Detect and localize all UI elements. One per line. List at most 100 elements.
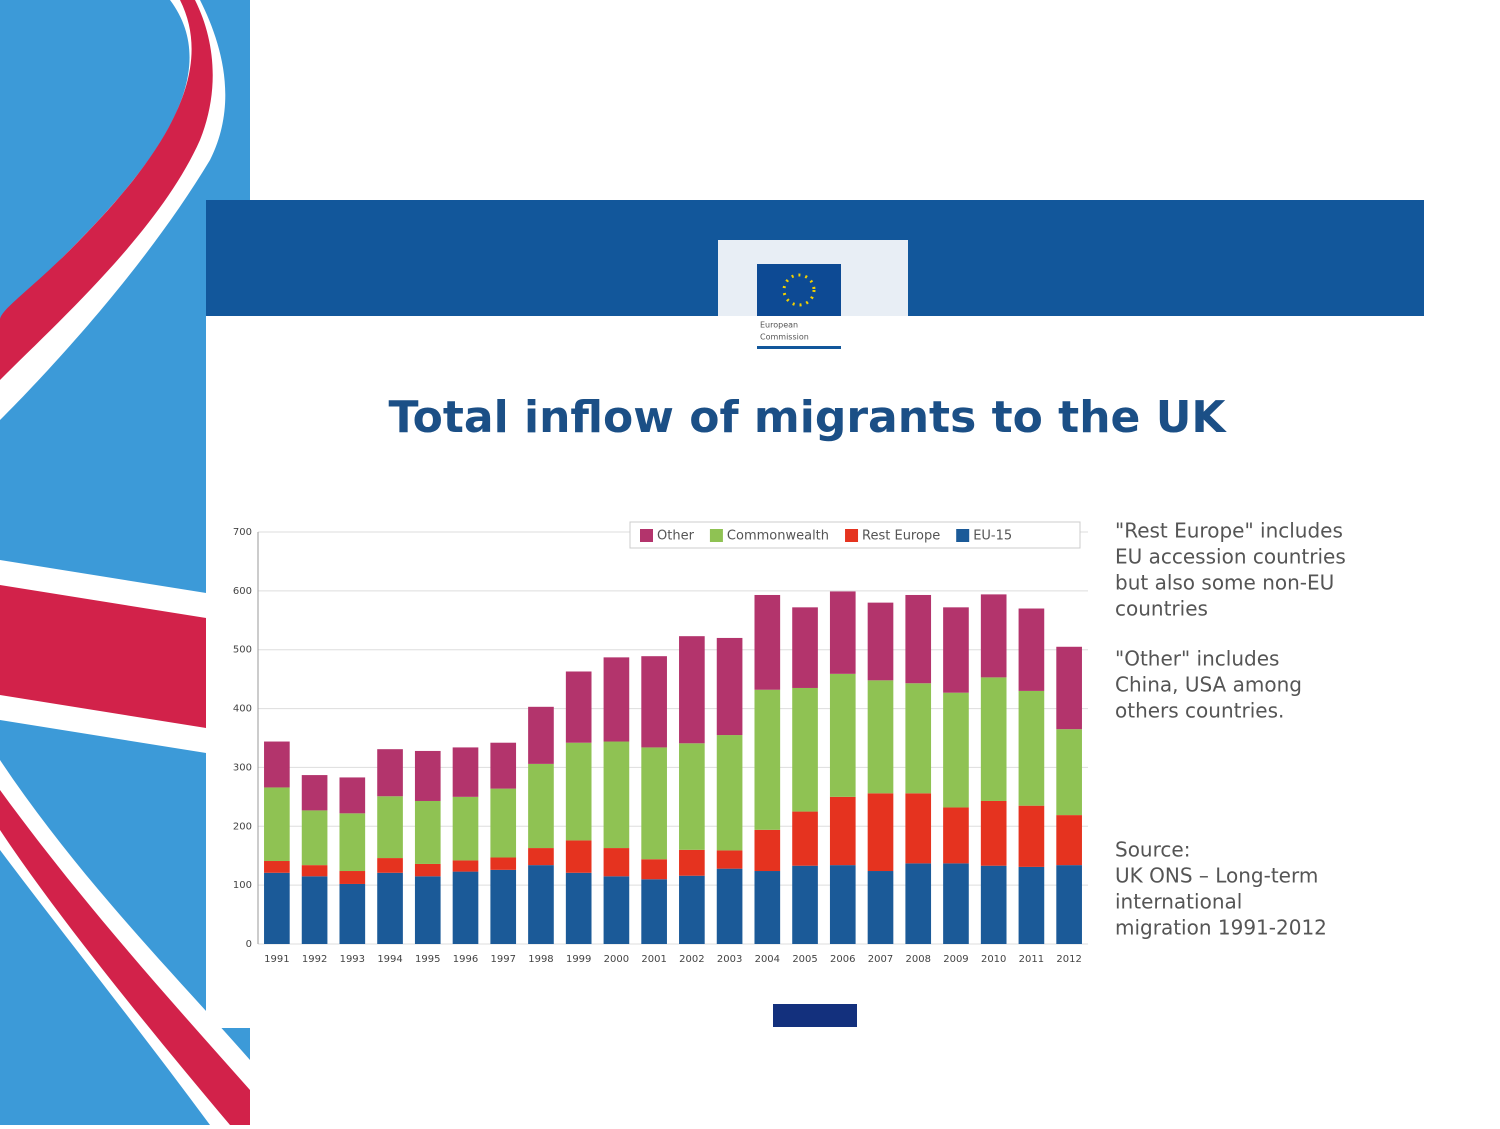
legend-swatch bbox=[640, 529, 653, 542]
bar-segment bbox=[792, 811, 818, 866]
bar-segment bbox=[1018, 608, 1045, 691]
legend-label: Rest Europe bbox=[862, 529, 940, 544]
bar-segment bbox=[565, 872, 592, 944]
bar-segment bbox=[301, 810, 328, 866]
x-tick-label: 1992 bbox=[302, 954, 327, 965]
x-tick-label: 2011 bbox=[1019, 954, 1044, 965]
y-tick-label: 0 bbox=[246, 939, 252, 950]
bar-segment bbox=[792, 607, 818, 688]
bar-segment bbox=[301, 865, 328, 877]
y-tick-label: 500 bbox=[233, 645, 252, 656]
bar-segment bbox=[414, 750, 441, 801]
bar-segment bbox=[754, 689, 781, 830]
bar-segment bbox=[641, 656, 667, 748]
note-line: countries bbox=[1115, 597, 1208, 621]
y-tick-label: 200 bbox=[233, 821, 252, 832]
bar-segment bbox=[414, 863, 441, 877]
bar-segment bbox=[414, 800, 441, 864]
bar-segment bbox=[867, 793, 894, 872]
bar-segment bbox=[792, 687, 818, 812]
bar-segment bbox=[377, 872, 403, 944]
bar-segment bbox=[339, 813, 366, 872]
bar-segment bbox=[829, 865, 856, 944]
x-tick-label: 1995 bbox=[415, 954, 440, 965]
bar-segment bbox=[943, 863, 969, 944]
bar-segment bbox=[716, 868, 743, 944]
bar-segment bbox=[980, 800, 1007, 866]
bar-segment bbox=[641, 859, 667, 880]
bar-segment bbox=[980, 677, 1007, 801]
x-tick-label: 1996 bbox=[453, 954, 478, 965]
bar-segment bbox=[641, 879, 667, 944]
bar-segment bbox=[679, 743, 705, 850]
bar-segment bbox=[867, 602, 894, 681]
bar-segment bbox=[565, 840, 592, 873]
bar-segment bbox=[754, 871, 781, 944]
legend-label: Other bbox=[657, 529, 695, 544]
bar-segment bbox=[528, 706, 554, 764]
note-line: international bbox=[1115, 890, 1242, 914]
x-tick-label: 2000 bbox=[604, 954, 629, 965]
bar-segment bbox=[301, 775, 328, 811]
bar-segment bbox=[490, 742, 517, 789]
bar-segment bbox=[943, 692, 969, 808]
chart: 0 100 200 300 400 500 600 700 1991 1992 1993 1994 19… bbox=[233, 521, 1088, 965]
note-line: "Rest Europe" includes bbox=[1115, 519, 1343, 543]
bar-segment bbox=[716, 637, 743, 736]
bar-segment bbox=[1056, 646, 1082, 730]
bar-segment bbox=[943, 607, 969, 693]
bar-segment bbox=[829, 591, 856, 674]
bar-segment bbox=[452, 871, 479, 944]
bar-segment bbox=[905, 594, 932, 684]
note-line: UK ONS – Long-term bbox=[1115, 864, 1318, 888]
bar-segment bbox=[339, 871, 366, 884]
y-tick-label: 700 bbox=[233, 527, 252, 538]
bar-segment bbox=[716, 850, 743, 869]
bar-segment bbox=[528, 763, 554, 849]
x-tick-label: 2012 bbox=[1056, 954, 1081, 965]
y-tick-label: 300 bbox=[233, 762, 252, 773]
bar-segment bbox=[867, 871, 894, 944]
bar-segment bbox=[679, 875, 705, 944]
x-tick-label: 2008 bbox=[906, 954, 931, 965]
bar-segment bbox=[377, 796, 403, 859]
legend-swatch bbox=[845, 529, 859, 542]
bar-segment bbox=[490, 869, 517, 944]
bar-segment bbox=[264, 872, 290, 944]
note-line: others countries. bbox=[1115, 699, 1284, 723]
bar-segment bbox=[1056, 815, 1082, 866]
bar-segment bbox=[339, 777, 366, 814]
x-tick-label: 1994 bbox=[377, 954, 402, 965]
x-tick-label: 2003 bbox=[717, 954, 742, 965]
bar-segment bbox=[1056, 865, 1082, 944]
bar-segment bbox=[905, 863, 932, 944]
legend-swatch bbox=[709, 529, 723, 542]
bar-segment bbox=[679, 849, 705, 876]
bar-segment bbox=[905, 793, 932, 864]
bar-segment bbox=[452, 860, 479, 872]
x-tick-label: 1997 bbox=[491, 954, 516, 965]
bar-segment bbox=[603, 876, 630, 944]
bar-segment bbox=[943, 807, 969, 864]
bar-segment bbox=[339, 883, 366, 944]
footer-mark bbox=[773, 1004, 857, 1027]
bar-segment bbox=[1018, 805, 1045, 867]
note-line: China, USA among bbox=[1115, 673, 1302, 697]
y-tick-label: 600 bbox=[233, 586, 252, 597]
x-tick-label: 1998 bbox=[528, 954, 553, 965]
bar-segment bbox=[829, 673, 856, 797]
logo bbox=[718, 240, 908, 349]
bar-segment bbox=[603, 657, 630, 742]
x-tick-label: 2004 bbox=[755, 954, 780, 965]
bar-segment bbox=[452, 796, 479, 861]
bar-segment bbox=[377, 858, 403, 873]
bar-segment bbox=[264, 861, 290, 873]
x-tick-label: 1991 bbox=[264, 954, 289, 965]
bar-segment bbox=[867, 680, 894, 794]
bar-segment bbox=[1018, 866, 1045, 944]
bar-segment bbox=[716, 735, 743, 851]
bar-segment bbox=[829, 796, 856, 866]
